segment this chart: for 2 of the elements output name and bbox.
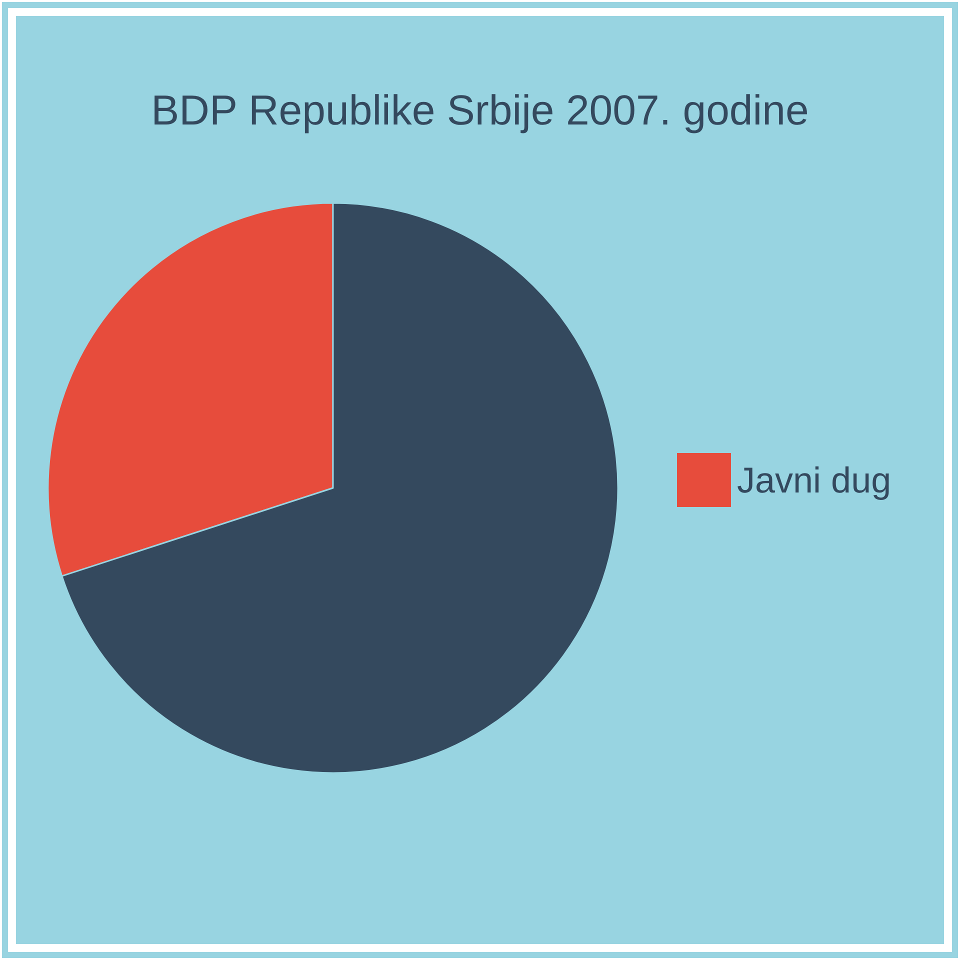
legend-label: Javni dug	[737, 460, 892, 500]
chart-title: BDP Republike Srbije 2007. godine	[151, 86, 809, 134]
